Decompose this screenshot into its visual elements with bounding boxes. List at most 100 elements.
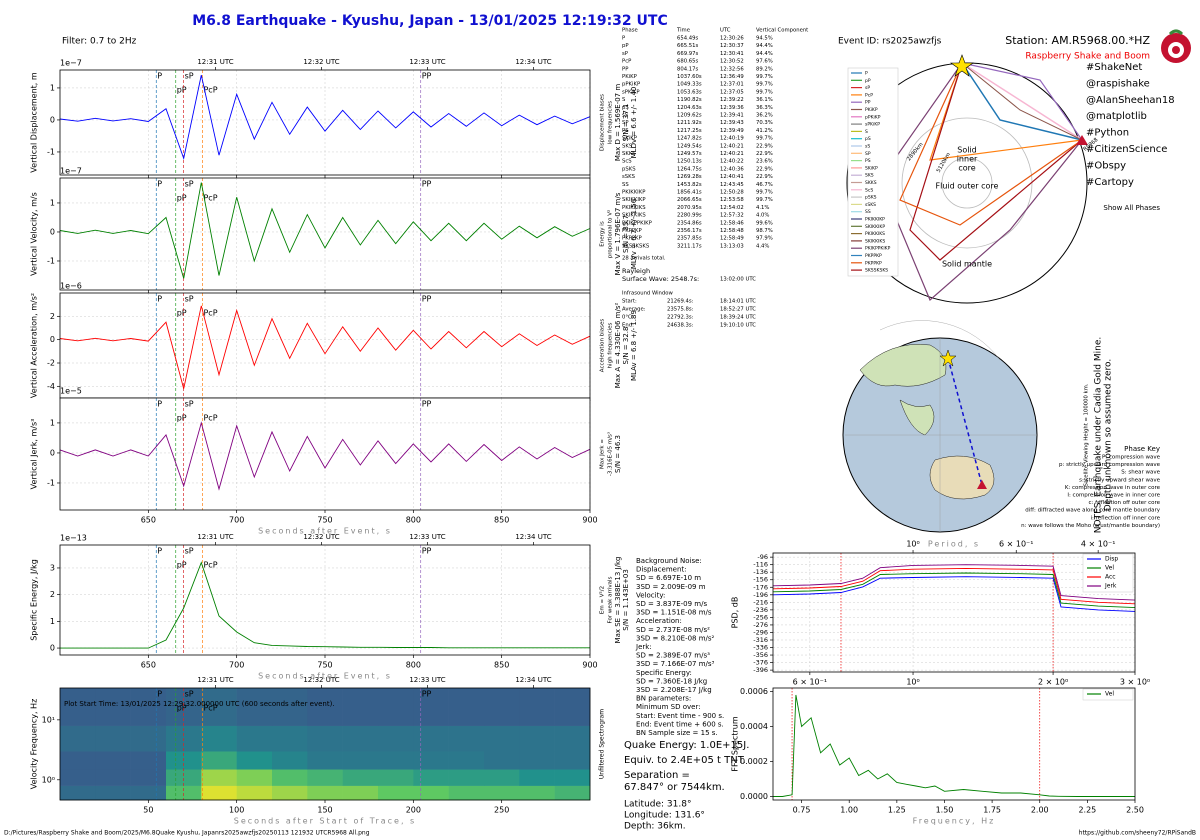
ray-legend-label: SKIKKIKP	[865, 224, 885, 230]
show-all-phases[interactable]: Show All Phases	[1103, 204, 1160, 212]
table-cell: 654.49s	[677, 36, 699, 42]
table-cell: 1037.60s	[677, 74, 702, 80]
spectrogram-cell	[60, 751, 96, 770]
utc-tick-label: 12:32 UTC	[303, 533, 339, 541]
surface-wave: Surface Wave: 2548.7s:	[622, 275, 699, 283]
ray-legend-label: PKIKKIKP	[865, 217, 885, 223]
data-line	[59, 182, 591, 279]
noise-line: Background Noise:	[636, 557, 702, 565]
table-cell: 12:57:32	[720, 213, 744, 219]
table-cell: 12:53:58	[720, 197, 744, 203]
phase-label: PcP	[203, 309, 217, 318]
table-cell: PKPPKP	[622, 236, 643, 242]
table-header: UTC	[720, 28, 731, 34]
phase-label: pP	[177, 86, 187, 95]
spectrogram-cell	[448, 785, 485, 801]
axes-frame	[59, 544, 591, 656]
x-axis-label: Frequency, Hz	[913, 817, 996, 826]
tag: @raspishake	[1086, 78, 1150, 89]
phase-label: PcP	[203, 194, 217, 203]
title: M6.8 Earthquake - Kyushu, Japan - 13/01/…	[192, 13, 668, 29]
table-cell: 2356.17s	[677, 228, 702, 234]
spectrogram-cell	[236, 769, 273, 786]
axes-frame	[59, 397, 591, 511]
x-tick-label: 750	[317, 516, 332, 525]
utc-tick-label: 12:33 UTC	[409, 676, 445, 684]
x-tick-label: 2.50	[1126, 806, 1144, 815]
ray-legend-label: PKIKKIKS	[865, 231, 885, 237]
y-axis-label: Vertical Velocity, m/s	[30, 192, 39, 276]
phase-label: PcP	[203, 414, 217, 423]
table-cell: 1190.82s	[677, 97, 702, 103]
spectrogram-cell	[272, 769, 308, 786]
table-cell: 12:40:41	[720, 174, 744, 180]
tag: @AlanSheehan18	[1086, 95, 1175, 106]
phase-label: P	[157, 400, 162, 409]
phase-label: sP	[185, 547, 194, 556]
table-cell: SKIKKIKS	[622, 213, 646, 219]
noise-line: 3SD = 8.210E-08 m/s²	[636, 634, 715, 642]
table-cell: 99.7%	[756, 82, 773, 88]
table-cell: 99.7%	[756, 74, 773, 80]
table-cell: 97.9%	[756, 236, 773, 242]
y-tick-label: -196	[753, 591, 768, 599]
table-cell: 12:39:41	[720, 113, 744, 119]
side-note: MLDv = 6.6 +/- 1.40	[630, 87, 638, 159]
x-tick-label: 150	[317, 806, 332, 815]
table-cell: 89.2%	[756, 66, 773, 72]
spectrogram-cell	[130, 688, 167, 726]
phase-label: pP	[177, 704, 187, 713]
spectrogram-cell	[236, 751, 273, 770]
spectrogram-cell	[448, 688, 485, 726]
ray-legend-label: S	[865, 129, 868, 135]
y-axis-label: Velocity Frequency, Hz	[30, 699, 39, 790]
spectrogram-cell	[60, 688, 96, 726]
offset-label: 1e−5	[60, 387, 82, 396]
x-tick-label: 200	[406, 806, 421, 815]
spectrogram-cell	[448, 751, 485, 770]
x-tick-label: 800	[406, 516, 421, 525]
spectrogram-cell	[413, 725, 449, 752]
infrasound-cell: 21269.4s:	[667, 299, 694, 305]
x-tick-label: 650	[141, 661, 156, 670]
spectrogram-cell	[554, 688, 591, 726]
noise-line: SD = 6.697E-10 m	[636, 574, 701, 582]
table-cell: 3211.17s	[677, 243, 702, 249]
surface-wave-time: 13:02:00 UTC	[720, 277, 756, 283]
phase-label: PP	[422, 72, 432, 81]
phase-label: P	[157, 180, 162, 189]
data-line	[59, 305, 591, 389]
spectrogram-cell	[201, 688, 237, 726]
side-note: Acceleration biases	[600, 319, 606, 373]
table-cell: SKKS	[622, 151, 636, 157]
ray-legend-label: PKIKPPKIKP	[865, 246, 891, 252]
noise-line: Specific Energy:	[636, 669, 692, 677]
spectrogram-cell	[272, 785, 308, 801]
spectrogram-cell	[448, 725, 485, 752]
spectrogram-cell	[272, 725, 308, 752]
spectrogram-cell	[166, 785, 202, 801]
spectrogram-cell	[307, 785, 343, 801]
data-line	[772, 572, 1136, 609]
x-tick-label: 10⁰	[906, 678, 919, 687]
table-cell: 1247.82s	[677, 136, 702, 142]
table-cell: 4.4%	[756, 243, 769, 249]
period-label: Period, s	[928, 540, 980, 549]
quake-info: Longitude: 131.6°	[624, 811, 705, 821]
y-tick-label: -176	[753, 583, 768, 591]
side-note: low frequencies	[608, 101, 614, 144]
data-line	[772, 576, 1136, 612]
spectrogram-cell	[554, 751, 591, 770]
utc-tick-label: 12:32 UTC	[303, 58, 339, 66]
y-tick-label: 10⁰	[42, 775, 55, 784]
period-tick-label: 6 × 10⁻¹	[999, 540, 1034, 549]
noise-line: SD = 7.360E-18 J/kg	[636, 677, 707, 685]
y-axis-label: FFT Spectrum	[731, 716, 740, 771]
table-cell: 12:30:26	[720, 36, 744, 42]
globe-note: Depth unknown so assumed zero.	[1104, 359, 1114, 512]
noise-line: Acceleration:	[636, 617, 682, 625]
ray-legend-label: SKIKKIKS	[865, 238, 885, 244]
quake-info: Depth: 36km.	[624, 822, 686, 832]
